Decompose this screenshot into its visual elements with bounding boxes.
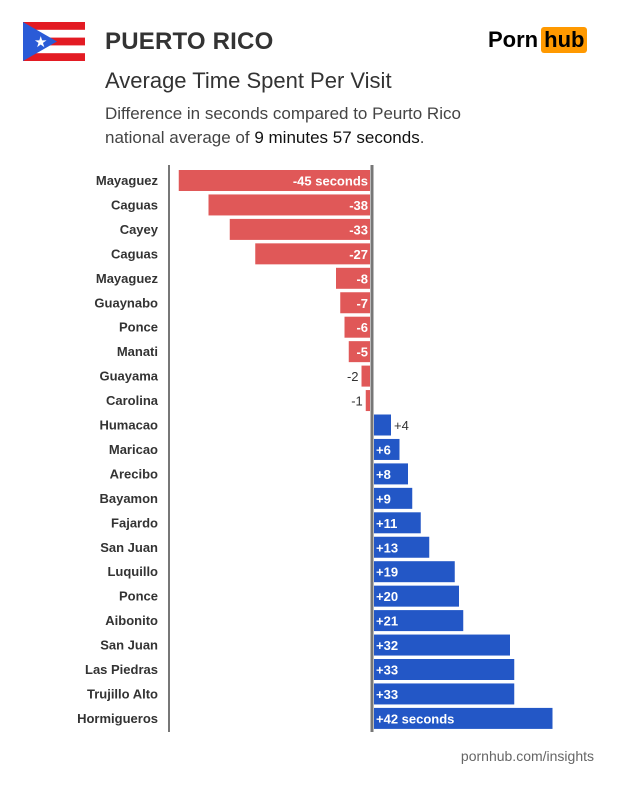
category-label: Trujillo Alto (87, 686, 158, 701)
data-label: +21 (376, 614, 398, 629)
data-label: +6 (376, 442, 391, 457)
page-title: PUERTO RICO (105, 28, 274, 55)
description-prefix: national average of (105, 128, 255, 147)
category-label: Ponce (119, 589, 158, 604)
data-label: +9 (376, 491, 391, 506)
puerto-rico-flag-icon: ★ (23, 22, 85, 61)
description-suffix: . (419, 128, 425, 147)
data-label: +20 (376, 589, 398, 604)
category-label: Hormigueros (77, 711, 158, 726)
bar (348, 341, 370, 363)
national-average-value: 9 minutes 57 seconds (254, 128, 420, 147)
bar (374, 487, 413, 509)
category-label: Las Piedras (85, 662, 158, 677)
data-label: +4 (394, 418, 409, 433)
pornhub-logo: Porn hub (488, 27, 588, 53)
data-label: +32 (376, 638, 398, 653)
bar (374, 438, 400, 460)
data-label: -2 (347, 369, 359, 384)
chart-description: Difference in seconds compared to Peurto… (105, 102, 461, 150)
bar (374, 414, 391, 436)
bar (361, 365, 370, 387)
category-label: Manati (117, 344, 158, 359)
bar (374, 610, 464, 632)
category-label: Caguas (111, 197, 158, 212)
bar (374, 585, 459, 607)
category-label: Guaynabo (94, 295, 158, 310)
category-label: San Juan (100, 638, 158, 653)
data-label: -7 (356, 296, 368, 311)
data-label: -5 (356, 345, 368, 360)
bar (178, 170, 370, 191)
bar (374, 659, 515, 680)
category-label: San Juan (100, 540, 158, 555)
bar (374, 561, 455, 583)
category-label: Bayamon (99, 491, 158, 506)
logo-text-right: hub (541, 27, 588, 53)
data-label: -27 (349, 247, 368, 262)
category-label: Luquillo (107, 564, 158, 579)
category-label: Fajardo (111, 515, 158, 530)
data-label: -33 (349, 222, 368, 237)
bar (255, 243, 370, 265)
category-label: Ponce (119, 320, 158, 335)
bar (336, 267, 370, 289)
data-label: +33 (376, 687, 398, 702)
bar (208, 194, 370, 216)
category-label: Humacao (99, 418, 158, 433)
data-label: -6 (356, 320, 368, 335)
data-label: +42 seconds (376, 711, 454, 726)
category-label: Arecibo (110, 466, 158, 481)
description-line-1: Difference in seconds compared to Peurto… (105, 104, 461, 123)
description-line-2: national average of 9 minutes 57 seconds… (105, 126, 461, 150)
data-label: -45 seconds (293, 174, 368, 189)
bar (374, 707, 553, 729)
bar (344, 316, 370, 338)
data-label: +19 (376, 565, 398, 580)
bar-chart: Mayaguez -45 seconds Caguas -38 Cayey -33 Cagu… (77, 165, 553, 732)
source-footer: pornhub.com/insights (460, 748, 594, 764)
chart-subtitle: Average Time Spent Per Visit (105, 68, 392, 93)
bar (374, 683, 515, 705)
svg-text:★: ★ (34, 34, 47, 51)
category-label: Aibonito (105, 613, 158, 628)
category-label: Maricao (109, 442, 158, 457)
data-label: -38 (349, 198, 368, 213)
category-label: Guayama (99, 369, 158, 384)
bar (374, 536, 430, 558)
data-label: -1 (351, 394, 363, 409)
bar (340, 292, 370, 314)
bar (374, 512, 421, 534)
category-label: Mayaguez (96, 271, 159, 286)
data-label: +33 (376, 663, 398, 678)
logo-text-left: Porn (488, 27, 539, 52)
bar (229, 218, 370, 240)
bar (374, 463, 408, 485)
category-label: Carolina (106, 393, 159, 408)
data-label: -8 (356, 271, 368, 286)
bar (374, 634, 510, 656)
data-label: +11 (376, 516, 397, 531)
data-label: +13 (376, 540, 398, 555)
category-label: Cayey (120, 222, 159, 237)
category-label: Mayaguez (96, 173, 159, 188)
bar (365, 390, 370, 412)
data-label: +8 (376, 467, 391, 482)
category-label: Caguas (111, 246, 158, 261)
